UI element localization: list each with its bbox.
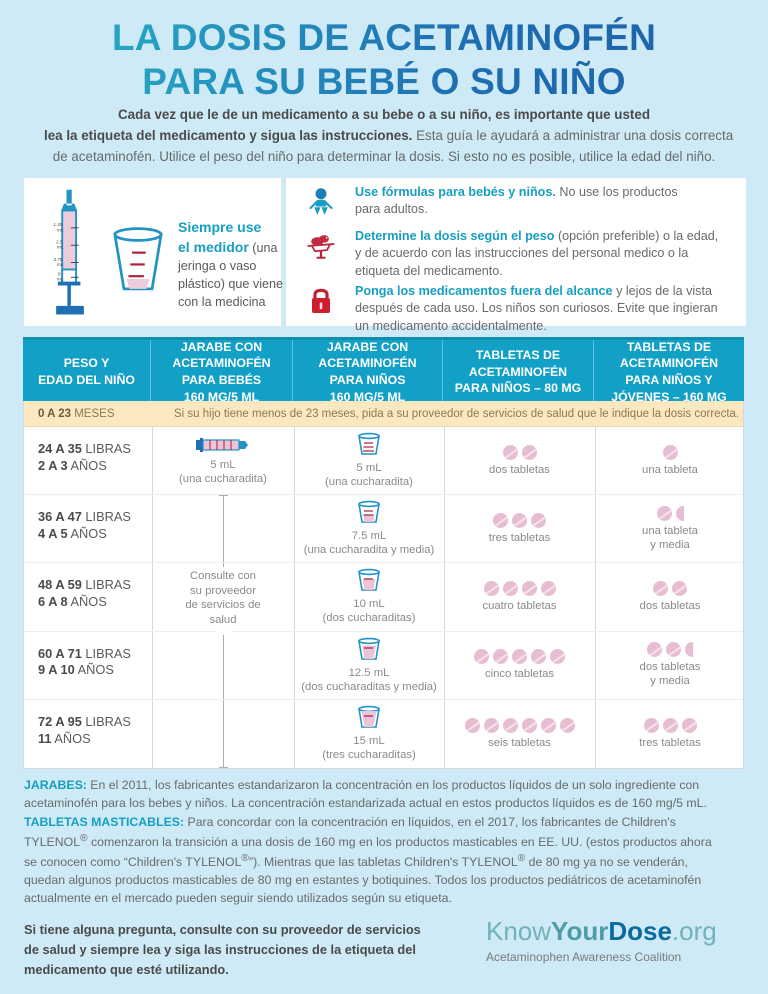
- svg-text:mL: mL: [57, 262, 64, 267]
- svg-text:mL: mL: [57, 245, 64, 250]
- svg-text:0: 0: [58, 272, 61, 277]
- svg-text:mL: mL: [57, 277, 64, 282]
- svg-text:2.5: 2.5: [56, 239, 63, 244]
- svg-text:1.25: 1.25: [54, 222, 63, 227]
- svg-text:3.75: 3.75: [54, 257, 63, 262]
- svg-text:mL: mL: [57, 227, 64, 232]
